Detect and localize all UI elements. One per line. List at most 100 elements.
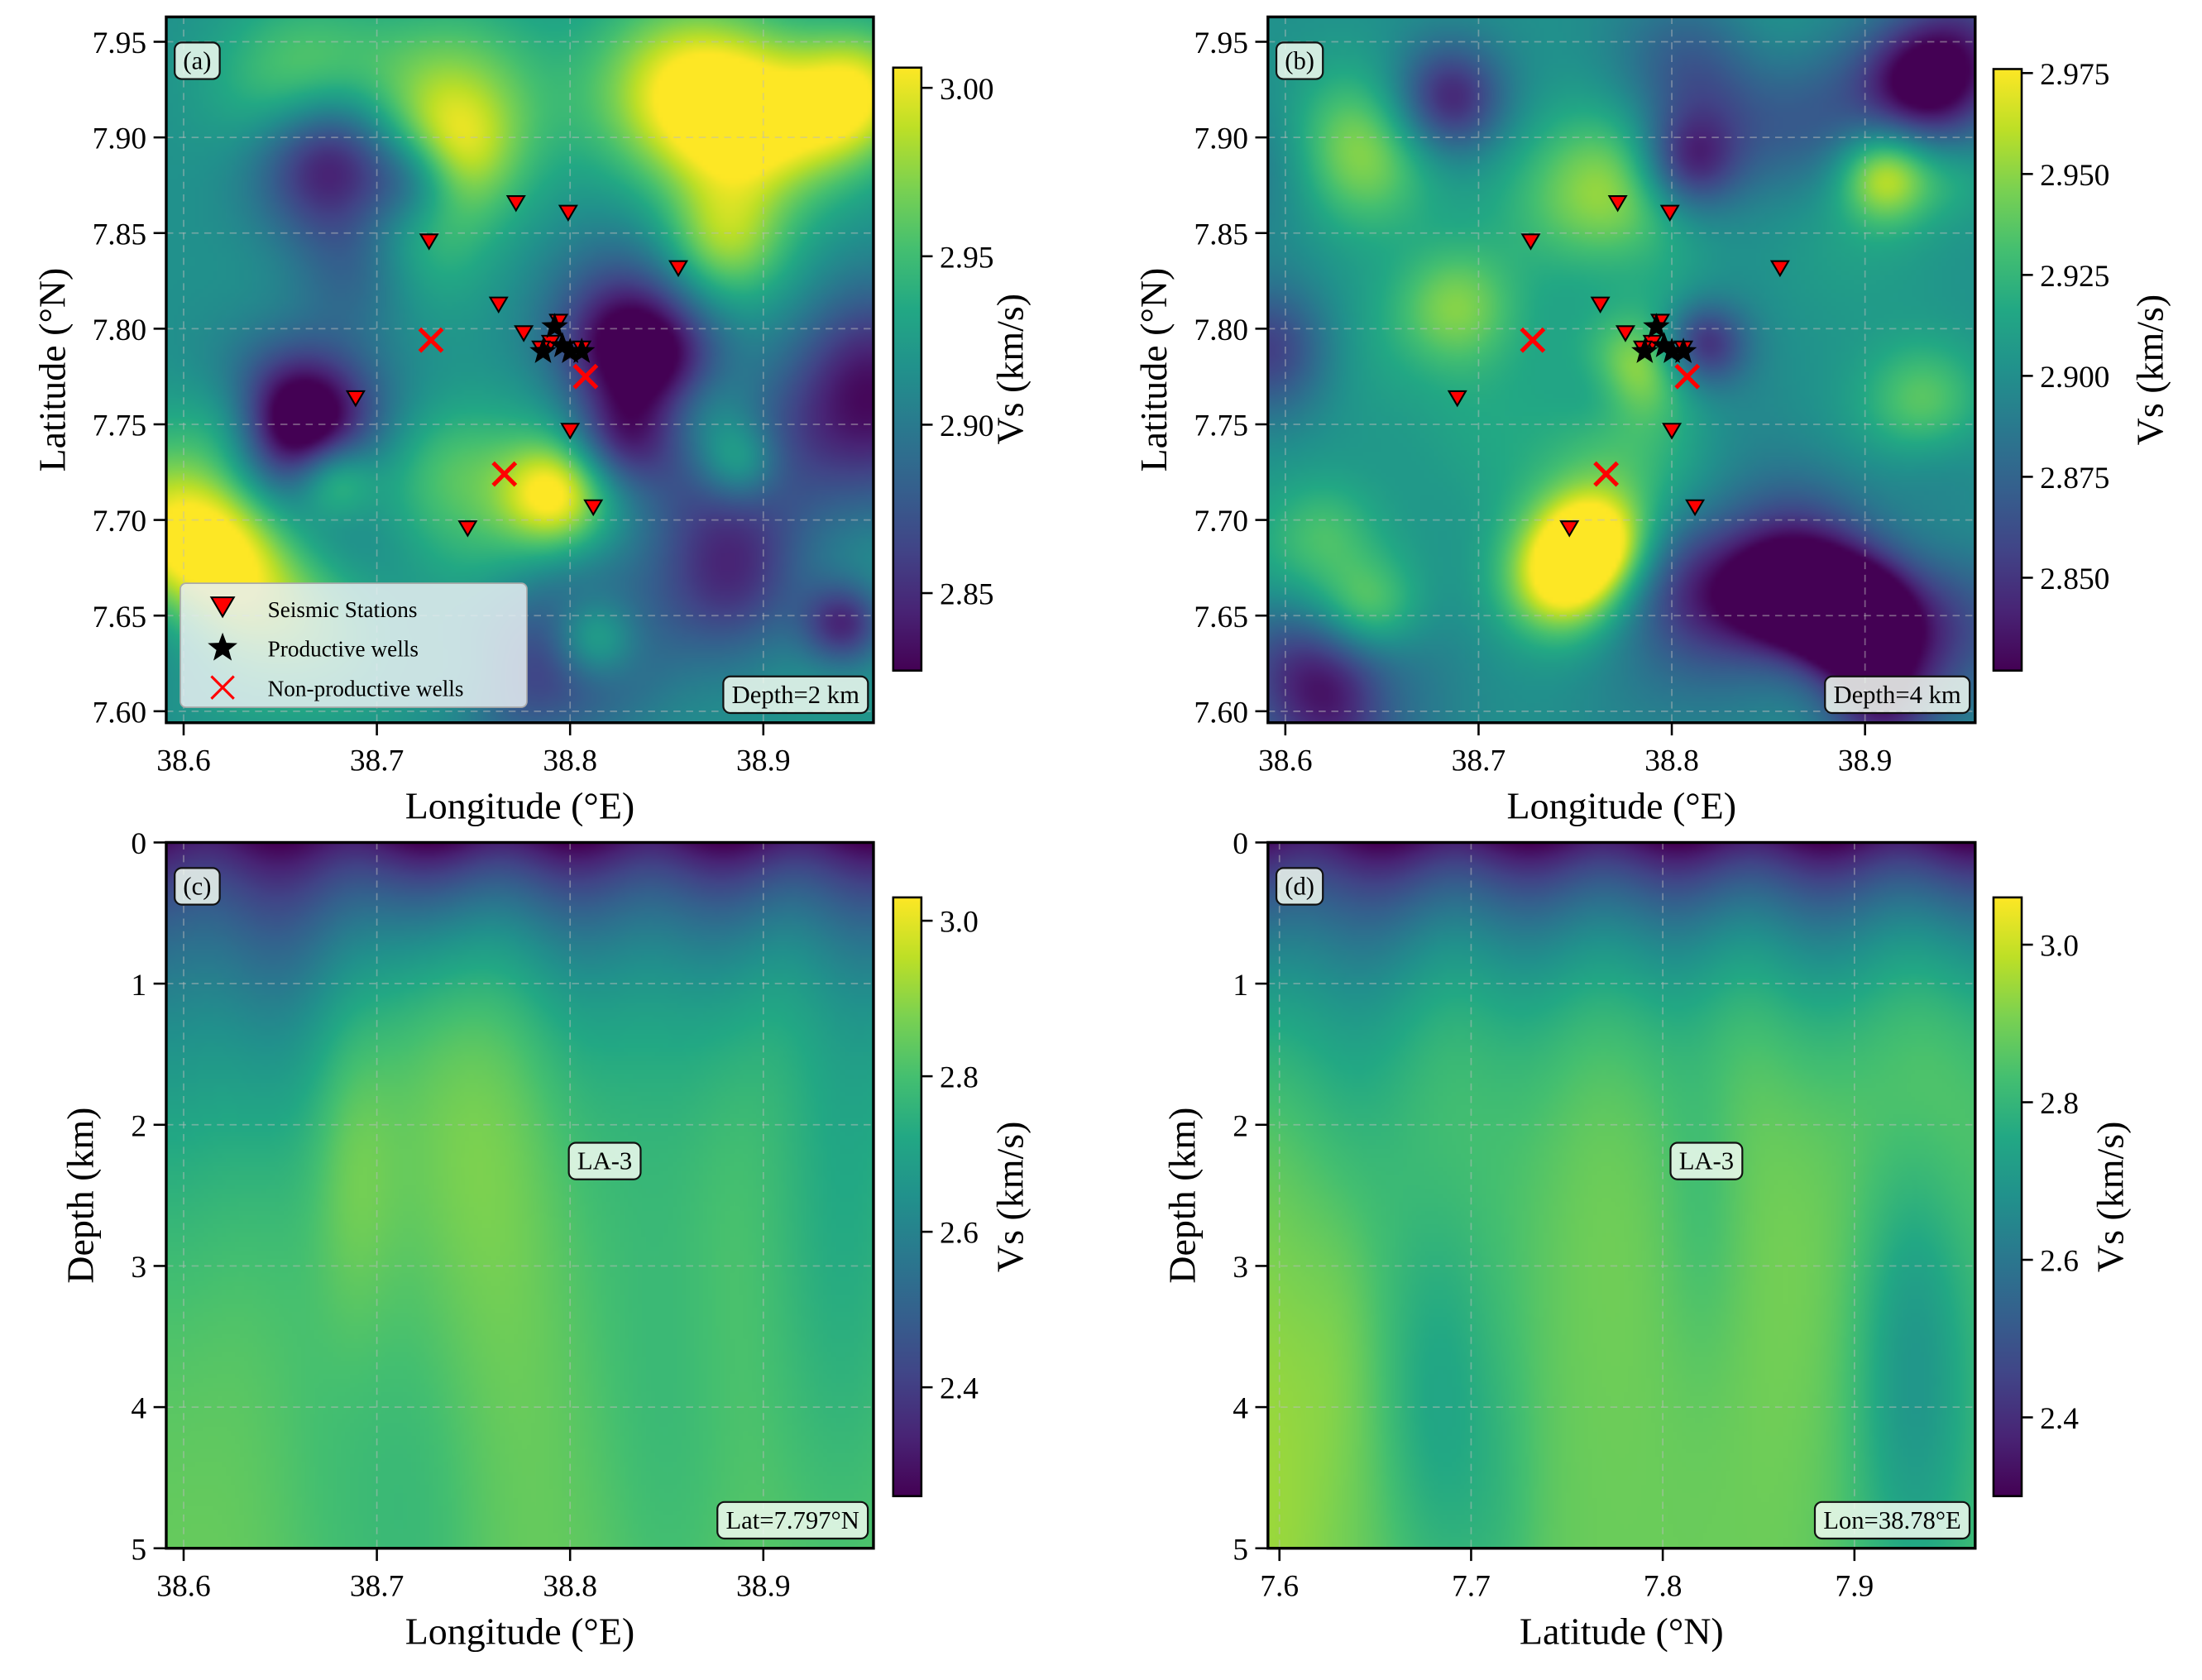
y-tick-label: 7.65 — [1194, 601, 1248, 634]
annotation-text: Depth=4 km — [1833, 681, 1960, 709]
annotation-box — [1824, 675, 1971, 715]
x-tick-label: 38.8 — [543, 1570, 597, 1604]
colorbar-label: Vs (km/s) — [2090, 1122, 2132, 1273]
colorbar-label: Vs (km/s) — [989, 1122, 1031, 1273]
panel-a: 38.6 38.7 38.8 38.9 7.60 7.65 7.70 7.75 7.80 7.85… — [31, 15, 1031, 827]
colorbar-tick-label: 2.950 — [2040, 159, 2109, 193]
productive-well-marker — [568, 337, 596, 363]
station-marker — [1662, 423, 1683, 440]
axes-frame — [165, 840, 875, 1550]
y-tick-label: 7.80 — [1194, 314, 1248, 347]
x-axis-label: Longitude (°E) — [405, 1611, 635, 1653]
station-marker — [488, 296, 509, 314]
station-marker — [1685, 499, 1706, 517]
station-marker — [560, 423, 581, 440]
axes-frame — [1266, 840, 1977, 1550]
x-tick-label: 38.6 — [1258, 744, 1313, 778]
nonproductive-well-marker — [491, 461, 518, 487]
y-tick-label: 2 — [1233, 1109, 1248, 1143]
y-tick-label: 0 — [131, 827, 146, 861]
colorbar-bar — [1992, 68, 2023, 672]
x-tick-label: 7.7 — [1452, 1570, 1491, 1604]
colorbar: 2.4 2.6 2.8 3.0 Vs (km/s) — [1992, 896, 2132, 1498]
y-tick-label: 7.90 — [93, 122, 147, 156]
annotation-text: Lon=38.78°E — [1823, 1506, 1961, 1534]
productive-well-marker — [529, 337, 557, 363]
heatmap-image — [1267, 842, 1975, 1548]
legend-box — [180, 582, 528, 708]
x-tick-label: 38.6 — [156, 744, 211, 778]
x-axis-label: Latitude (°N) — [1520, 1611, 1724, 1653]
x-tick-label: 38.9 — [1838, 744, 1893, 778]
productive-well-marker — [1658, 337, 1686, 363]
legend-x-icon — [210, 675, 235, 700]
y-tick-label: 7.65 — [93, 601, 147, 634]
x-tick-label: 38.7 — [350, 1570, 404, 1604]
x-mark — [418, 327, 444, 353]
nonproductive-well-marker — [572, 363, 599, 390]
panel-label-box — [174, 41, 221, 80]
productive-well-marker — [1650, 332, 1678, 357]
x-mark — [1593, 461, 1620, 487]
colorbar-tick-label: 2.850 — [2040, 562, 2109, 596]
annotation-box — [1813, 1501, 1971, 1540]
x-tick-label: 38.8 — [1644, 744, 1699, 778]
well-label-text: LA-3 — [577, 1147, 632, 1175]
y-tick-label: 1 — [131, 969, 146, 1003]
colorbar: 2.85 2.90 2.95 3.00 Vs (km/s) — [892, 66, 1031, 672]
station-marker — [457, 520, 478, 538]
colorbar-tick-label: 2.925 — [2040, 260, 2109, 294]
y-tick-label: 7.95 — [93, 26, 147, 60]
y-tick-label: 7.85 — [93, 218, 147, 251]
x-tick-label: 38.9 — [736, 744, 791, 778]
colorbar-tick-label: 2.90 — [940, 409, 994, 443]
panel-label-text: (b) — [1285, 46, 1314, 74]
x-tick-label: 7.9 — [1835, 1570, 1874, 1604]
productive-well-marker — [548, 332, 577, 357]
station-marker — [1447, 390, 1467, 408]
colorbar-tick-label: 2.4 — [940, 1372, 979, 1406]
productive-well-marker — [1631, 337, 1659, 363]
colorbar-bar — [892, 66, 923, 672]
x-tick-label: 7.6 — [1260, 1570, 1299, 1604]
well-label-box — [1669, 1142, 1744, 1180]
y-tick-label: 7.75 — [1194, 409, 1248, 443]
y-tick-label: 4 — [131, 1392, 146, 1426]
colorbar-bar — [892, 896, 923, 1498]
x-mark — [1520, 327, 1546, 353]
legend-entry: Non-productive wells — [268, 676, 464, 701]
y-tick-label: 7.60 — [93, 696, 147, 730]
station-marker — [1607, 195, 1628, 213]
nonproductive-well-marker — [1593, 461, 1620, 487]
station-marker — [1769, 260, 1790, 278]
panel-d: 7.6 7.7 7.8 7.9 0 1 2 3 4 5 Latitude (°N) Depth (km… — [1161, 827, 2131, 1652]
y-tick-label: 7.70 — [93, 505, 147, 538]
colorbar-bar — [1992, 896, 2023, 1498]
colorbar: 2.850 2.875 2.900 2.925 2.950 2.975 Vs (km/s) — [1992, 58, 2171, 672]
annotation-box — [722, 675, 869, 715]
x-tick-label: 38.8 — [543, 744, 597, 778]
x-mark — [491, 461, 518, 487]
panel-label-box — [1275, 867, 1324, 906]
colorbar-tick-label: 3.0 — [2040, 930, 2079, 964]
y-axis-label: Latitude (°N) — [31, 268, 73, 472]
x-tick-label: 7.8 — [1644, 1570, 1683, 1604]
station-marker — [419, 233, 439, 251]
well-label-box — [567, 1142, 642, 1180]
legend-triangle-icon — [209, 596, 236, 619]
productive-well-marker — [1669, 337, 1697, 363]
colorbar-tick-label: 3.00 — [940, 73, 994, 107]
y-axis-label: Depth (km) — [59, 1108, 101, 1284]
y-tick-label: 7.90 — [1194, 122, 1248, 156]
axes-frame — [1266, 15, 1977, 725]
y-tick-label: 0 — [1233, 827, 1248, 861]
productive-well-marker — [541, 313, 568, 338]
heatmap-image — [165, 842, 874, 1548]
legend-entry: Productive wells — [268, 637, 419, 662]
colorbar-label: Vs (km/s) — [2128, 294, 2171, 446]
annotation-box — [716, 1501, 869, 1540]
y-tick-label: 1 — [1233, 969, 1248, 1003]
x-tick-label: 38.9 — [736, 1570, 791, 1604]
colorbar-tick-label: 2.95 — [940, 241, 994, 275]
